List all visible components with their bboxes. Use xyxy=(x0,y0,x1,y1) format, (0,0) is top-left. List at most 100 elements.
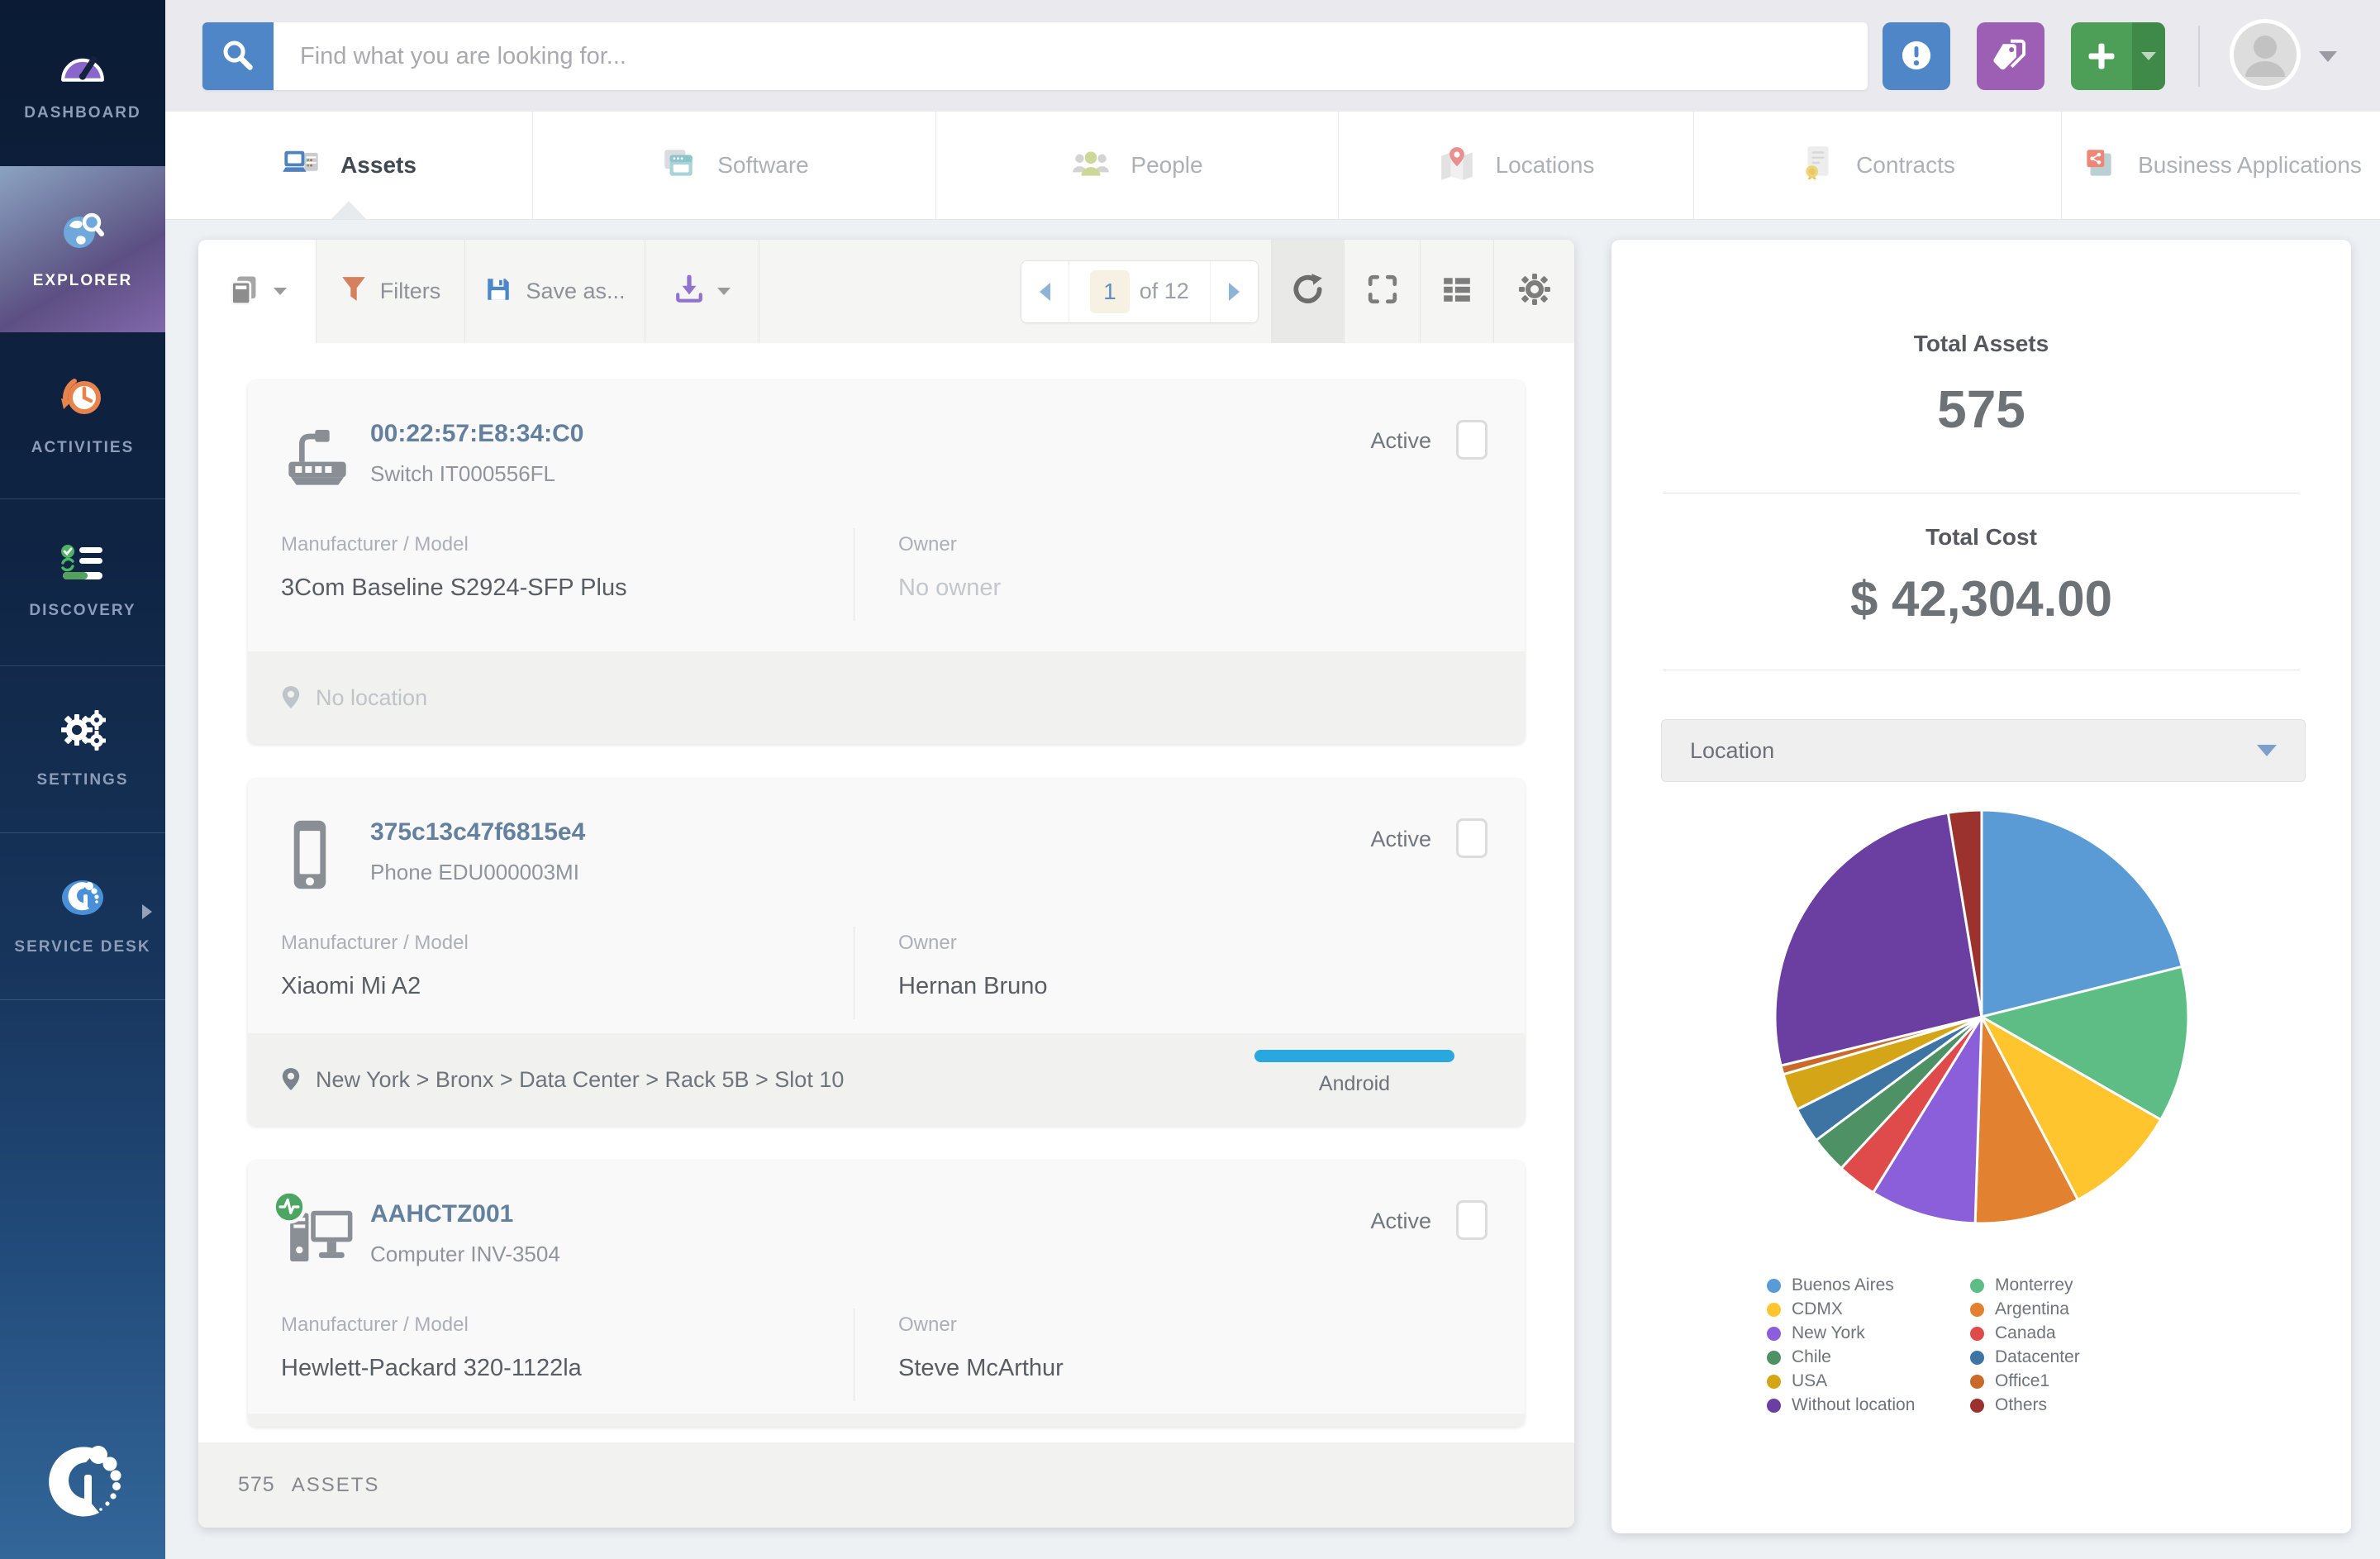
legend-item: Others xyxy=(1970,1395,2210,1416)
pie-slice-buenos-aires[interactable] xyxy=(1980,808,2183,1018)
legend-item: Datacenter xyxy=(1970,1347,2210,1368)
people-icon xyxy=(1071,146,1111,185)
asset-name-link[interactable]: 00:22:57:E8:34:C0 xyxy=(370,420,584,447)
asset-name-link[interactable]: AAHCTZ001 xyxy=(370,1200,514,1228)
legend-dot-icon xyxy=(1767,1350,1781,1365)
legend-label: Datacenter xyxy=(1995,1347,2080,1366)
location-pin-icon xyxy=(281,685,301,710)
gear-icon xyxy=(1518,273,1551,310)
export-button[interactable] xyxy=(645,240,759,343)
tab-business-applications[interactable]: Business Applications xyxy=(2062,112,2380,219)
legend-label: Without location xyxy=(1792,1395,1916,1414)
pie-slice-monterrey[interactable] xyxy=(1980,965,2189,1122)
sidebar-item-service-desk[interactable]: SERVICE DESK xyxy=(0,833,165,999)
asset-name-link[interactable]: 375c13c47f6815e4 xyxy=(370,818,586,846)
asset-select-checkbox[interactable] xyxy=(1456,420,1488,460)
asset-card-info: Manufacturer / Model 3Com Baseline S2924… xyxy=(248,528,1525,621)
owner-value: Steve McArthur xyxy=(898,1355,1064,1381)
legend-dot-icon xyxy=(1970,1302,1984,1317)
legend-dot-icon xyxy=(1970,1278,1984,1293)
refresh-button[interactable] xyxy=(1272,240,1345,343)
settings-button[interactable] xyxy=(1494,240,1574,343)
save-as-button[interactable]: Save as... xyxy=(465,240,645,343)
owner-label: Owner xyxy=(898,1313,957,1336)
prev-page-button[interactable] xyxy=(1021,260,1069,322)
chevron-right-icon xyxy=(142,904,152,919)
assets-icon xyxy=(281,145,321,186)
pie-slice-argentina[interactable] xyxy=(1973,1015,2079,1225)
asset-card-info: Manufacturer / Model Xiaomi Mi A2 Owner … xyxy=(248,927,1525,1019)
sidebar-item-label: SETTINGS xyxy=(36,771,129,789)
total-assets-label: Total Assets xyxy=(1913,331,2049,356)
search-input[interactable] xyxy=(274,22,1868,90)
pie-slice-without-location[interactable] xyxy=(1773,811,1983,1067)
total-cost-value: $ 42,304.00 xyxy=(1850,571,2112,627)
legend-dot-icon xyxy=(1767,1374,1781,1389)
asset-card[interactable]: 00:22:57:E8:34:C0 Switch IT000556FL Acti… xyxy=(248,380,1525,744)
legend-dot-icon xyxy=(1767,1278,1781,1293)
next-page-button[interactable] xyxy=(1210,260,1258,322)
legend-label: USA xyxy=(1792,1371,1828,1390)
asset-card[interactable]: 375c13c47f6815e4 Phone EDU000003MI Activ… xyxy=(248,779,1525,1126)
current-page-input[interactable]: 1 xyxy=(1090,269,1130,313)
sidebar-item-label: SERVICE DESK xyxy=(14,938,151,956)
sidebar-item-label: DISCOVERY xyxy=(29,602,136,619)
pie-slice-new-york[interactable] xyxy=(1871,1015,1983,1225)
asset-select-checkbox[interactable] xyxy=(1456,1200,1488,1240)
explorer-panel: Filters Save as... xyxy=(198,240,1574,1528)
user-menu[interactable] xyxy=(2230,18,2337,94)
sidebar-item-discovery[interactable]: DISCOVERY xyxy=(0,499,165,665)
legend-item: Chile xyxy=(1767,1347,1970,1368)
list-view-button[interactable] xyxy=(1421,240,1494,343)
tab-assets[interactable]: Assets xyxy=(165,112,533,219)
asset-status-label: Active xyxy=(1370,428,1431,453)
tags-button[interactable] xyxy=(1977,22,2044,90)
owner-label: Owner xyxy=(898,932,957,954)
save-as-label: Save as... xyxy=(526,279,626,303)
search-button[interactable] xyxy=(202,22,274,90)
summary-panel: Total Assets 575 Total Cost $ 42,304.00 … xyxy=(1611,240,2351,1533)
main-area: Assets Software People Locations xyxy=(165,0,2380,1559)
legend-label: Monterrey xyxy=(1995,1275,2073,1294)
sidebar: DASHBOARD EXPLORER ACTIVITIES DISCOVERY xyxy=(0,0,165,1559)
asset-select-checkbox[interactable] xyxy=(1456,818,1488,858)
software-icon xyxy=(659,145,697,186)
manufacturer-model-value: 3Com Baseline S2924-SFP Plus xyxy=(281,574,627,601)
sidebar-item-dashboard[interactable]: DASHBOARD xyxy=(0,0,165,166)
plus-icon xyxy=(2071,22,2132,90)
manufacturer-model-label: Manufacturer / Model xyxy=(281,533,469,555)
invgate-logo-icon[interactable] xyxy=(0,1438,165,1529)
filters-button[interactable]: Filters xyxy=(317,240,465,343)
tab-locations[interactable]: Locations xyxy=(1339,112,1694,219)
add-button[interactable] xyxy=(2071,22,2165,90)
list-footer: 575 ASSETS xyxy=(198,1442,1574,1528)
asset-card[interactable]: AAHCTZ001 Computer INV-3504 Active Manuf… xyxy=(248,1161,1525,1427)
legend-label: Office1 xyxy=(1995,1371,2050,1390)
tab-contracts[interactable]: Contracts xyxy=(1694,112,2062,219)
pie-slice-others[interactable] xyxy=(1946,808,1983,1018)
add-dropdown-caret[interactable] xyxy=(2132,22,2165,90)
locations-icon xyxy=(1438,145,1476,186)
tab-people[interactable]: People xyxy=(936,112,1339,219)
legend-item: Argentina xyxy=(1970,1299,2210,1320)
sidebar-item-settings[interactable]: SETTINGS xyxy=(0,666,165,832)
alerts-button[interactable] xyxy=(1883,22,1950,90)
legend-dot-icon xyxy=(1970,1350,1984,1365)
view-switcher[interactable] xyxy=(198,240,317,343)
location-pin-icon xyxy=(281,1067,301,1092)
download-icon xyxy=(674,274,704,308)
location-filter-select[interactable]: Location xyxy=(1661,719,2306,782)
legend-label: Canada xyxy=(1995,1323,2056,1342)
sidebar-item-explorer[interactable]: EXPLORER xyxy=(0,166,165,332)
asset-card-header: AAHCTZ001 Computer INV-3504 Active xyxy=(248,1161,1525,1305)
sidebar-item-activities[interactable]: ACTIVITIES xyxy=(0,332,165,498)
pie-slice-cdmx[interactable] xyxy=(1980,1015,2162,1201)
legend-dot-icon xyxy=(1767,1302,1781,1317)
asset-card-header: 375c13c47f6815e4 Phone EDU000003MI Activ… xyxy=(248,779,1525,923)
asset-count-label: ASSETS xyxy=(291,1473,380,1496)
asset-status-label: Active xyxy=(1370,1209,1431,1233)
fullscreen-button[interactable] xyxy=(1345,240,1421,343)
service-desk-icon xyxy=(61,876,104,923)
tab-software[interactable]: Software xyxy=(533,112,936,219)
